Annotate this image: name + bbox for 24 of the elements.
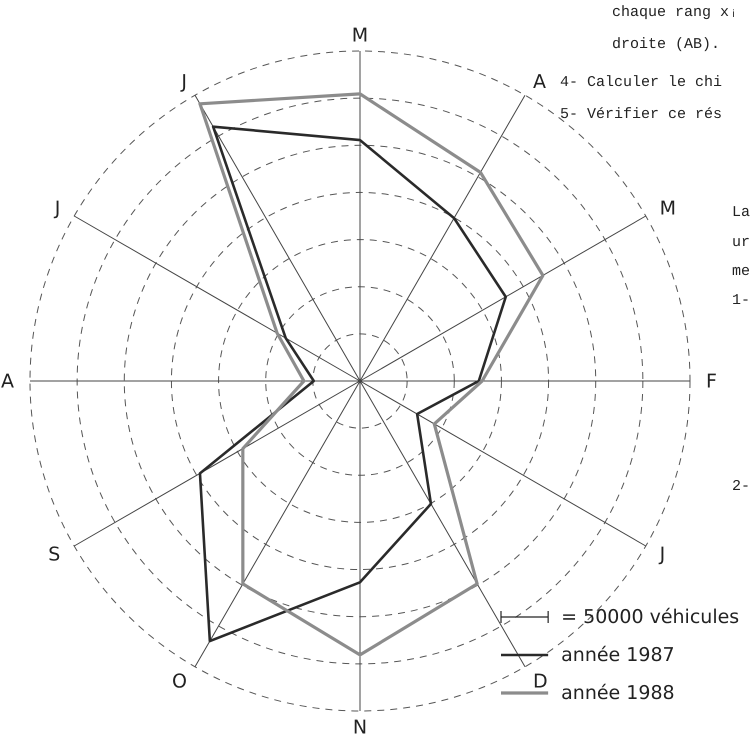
- text: ur: [732, 234, 750, 251]
- text: = 50000 véhicules: [561, 606, 740, 628]
- text: 4- Calculer le chi: [560, 74, 722, 91]
- text: me: [732, 263, 750, 280]
- legend-label: année 1988: [561, 682, 675, 704]
- spoke-label: S: [48, 544, 60, 566]
- legend-label: année 1987: [561, 644, 675, 666]
- text: chaque rang xᵢ: [612, 4, 738, 21]
- spoke-label: F: [706, 370, 717, 393]
- text: 2-: [732, 478, 750, 495]
- spoke-label: O: [172, 670, 187, 692]
- spoke-label: J: [658, 544, 666, 566]
- text: 5- Vérifier ce rés: [560, 106, 722, 123]
- spoke-label: J: [54, 198, 60, 220]
- text: La: [732, 204, 750, 221]
- spoke-label: A: [1, 370, 14, 393]
- text: 1-: [732, 292, 750, 309]
- spoke-label: M: [660, 198, 676, 220]
- spoke-label: D: [533, 670, 548, 692]
- spoke-label: N: [352, 716, 368, 739]
- spoke-label: M: [352, 24, 368, 47]
- text: droite (AB).: [612, 36, 720, 53]
- spoke-label: J: [180, 71, 187, 94]
- spoke-label: A: [533, 71, 546, 94]
